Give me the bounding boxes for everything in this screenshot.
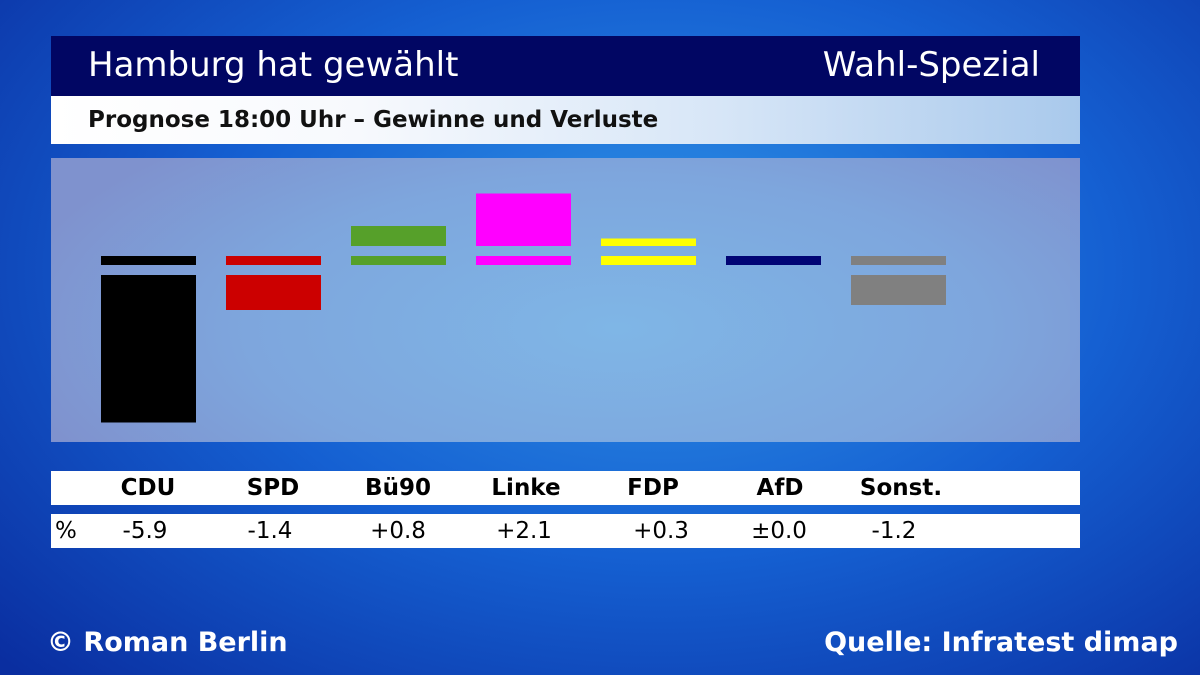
baseline-marker-b90: [351, 256, 446, 265]
party-name-cdu: CDU: [120, 475, 176, 501]
subtitle-bar: Prognose 18:00 Uhr – Gewinne und Verlust…: [51, 96, 1080, 144]
source-note: Quelle: Infratest dimap: [824, 627, 1178, 658]
percent-label: %: [55, 518, 77, 544]
change-bar-fdp: [601, 238, 696, 246]
baseline-marker-sonst: [851, 256, 946, 265]
value-gruene: +0.8: [370, 518, 426, 544]
program-badge: Wahl-Spezial: [822, 45, 1040, 85]
party-name-spd: SPD: [246, 475, 300, 501]
chart-panel: [51, 158, 1080, 442]
baseline-marker-linke: [476, 256, 571, 265]
baseline-marker-spd: [226, 256, 321, 265]
change-bar-b90: [351, 226, 446, 246]
value-linke: +2.1: [496, 518, 552, 544]
title-bar: Hamburg hat gewählt Wahl-Spezial: [51, 36, 1080, 96]
party-names-row: CDU SPD Bü90 Linke FDP AfD Sonst.: [51, 471, 1080, 505]
party-name-fdp: FDP: [627, 475, 679, 501]
value-afd: ±0.0: [751, 518, 807, 544]
value-sonst: -1.2: [871, 518, 917, 544]
baseline-marker-cdu: [101, 256, 196, 265]
party-name-afd: AfD: [756, 475, 804, 501]
gains-losses-chart: [101, 193, 946, 423]
change-bar-linke: [476, 193, 571, 246]
party-name-sonst: Sonst.: [859, 475, 943, 501]
change-bar-sonst: [851, 275, 946, 305]
page-title: Hamburg hat gewählt: [88, 45, 459, 85]
baseline-marker-afd: [726, 256, 821, 265]
value-spd: -1.4: [247, 518, 293, 544]
page-subtitle: Prognose 18:00 Uhr – Gewinne und Verlust…: [88, 107, 659, 133]
change-bar-cdu: [101, 275, 196, 423]
party-name-linke: Linke: [491, 475, 561, 501]
value-cdu: -5.9: [122, 518, 168, 544]
baseline-marker-fdp: [601, 256, 696, 265]
value-fdp: +0.3: [633, 518, 689, 544]
copyright-notice: © Roman Berlin: [47, 627, 288, 658]
change-bar-spd: [226, 275, 321, 310]
party-values-row: % -5.9 -1.4 +0.8 +2.1 +0.3 ±0.0 -1.2: [51, 514, 1080, 548]
party-name-gruene: Bü90: [365, 475, 431, 501]
